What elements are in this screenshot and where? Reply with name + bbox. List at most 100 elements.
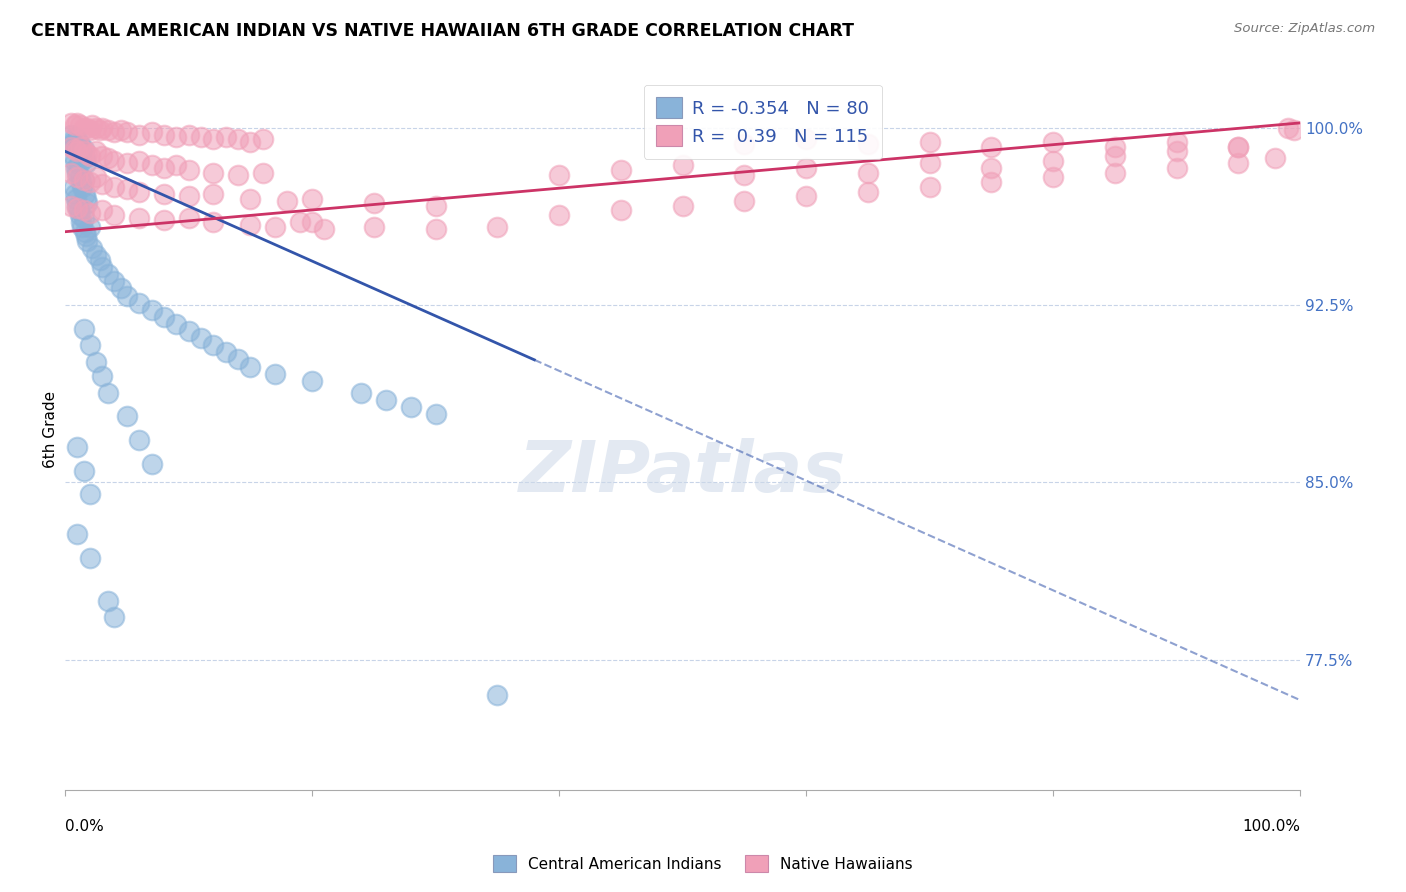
- Point: [91, 149, 114, 163]
- Text: 100.0%: 100.0%: [1241, 819, 1301, 834]
- Point: [115, 125, 138, 139]
- Point: [75, 192, 97, 206]
- Point: [103, 153, 125, 168]
- Point: [84, 248, 107, 262]
- Point: [69, 208, 91, 222]
- Point: [128, 128, 150, 142]
- Point: [128, 185, 150, 199]
- Point: [350, 385, 373, 400]
- Point: [72, 145, 94, 159]
- Point: [70, 175, 93, 189]
- Point: [980, 139, 1002, 153]
- Text: Source: ZipAtlas.com: Source: ZipAtlas.com: [1234, 22, 1375, 36]
- Point: [980, 175, 1002, 189]
- Point: [314, 222, 336, 236]
- Point: [72, 219, 94, 234]
- Point: [79, 206, 101, 220]
- Point: [141, 159, 163, 173]
- Point: [425, 222, 447, 236]
- Point: [1227, 156, 1250, 170]
- Point: [60, 116, 83, 130]
- Point: [66, 165, 89, 179]
- Point: [65, 192, 87, 206]
- Point: [66, 170, 89, 185]
- Point: [1104, 165, 1126, 179]
- Point: [153, 128, 176, 142]
- Point: [66, 116, 89, 130]
- Point: [202, 165, 225, 179]
- Point: [103, 179, 125, 194]
- Point: [76, 120, 98, 135]
- Point: [202, 338, 225, 352]
- Point: [79, 551, 101, 566]
- Point: [486, 689, 509, 703]
- Point: [72, 179, 94, 194]
- Point: [97, 593, 120, 607]
- Point: [1227, 139, 1250, 153]
- Point: [671, 199, 693, 213]
- Point: [794, 161, 817, 175]
- Point: [62, 135, 84, 149]
- Legend: Central American Indians, Native Hawaiians: Central American Indians, Native Hawaiia…: [485, 847, 921, 880]
- Point: [153, 213, 176, 227]
- Point: [214, 345, 236, 359]
- Point: [72, 211, 94, 225]
- Point: [82, 118, 104, 132]
- Point: [72, 203, 94, 218]
- Point: [264, 219, 287, 234]
- Point: [153, 310, 176, 324]
- Point: [276, 194, 298, 208]
- Point: [128, 295, 150, 310]
- Point: [73, 186, 96, 201]
- Point: [79, 175, 101, 189]
- Point: [1166, 135, 1188, 149]
- Point: [128, 211, 150, 225]
- Legend: R = -0.354   N = 80, R =  0.39   N = 115: R = -0.354 N = 80, R = 0.39 N = 115: [644, 85, 882, 159]
- Point: [301, 215, 323, 229]
- Point: [79, 123, 101, 137]
- Text: 0.0%: 0.0%: [65, 819, 104, 834]
- Point: [214, 130, 236, 145]
- Point: [177, 128, 200, 142]
- Point: [72, 172, 94, 186]
- Point: [91, 203, 114, 218]
- Point: [66, 145, 89, 159]
- Point: [733, 194, 755, 208]
- Point: [226, 168, 249, 182]
- Point: [66, 199, 89, 213]
- Point: [794, 132, 817, 146]
- Point: [733, 137, 755, 152]
- Point: [980, 161, 1002, 175]
- Point: [76, 196, 98, 211]
- Point: [301, 192, 323, 206]
- Point: [202, 215, 225, 229]
- Point: [918, 179, 941, 194]
- Point: [363, 196, 385, 211]
- Point: [165, 317, 187, 331]
- Point: [79, 338, 101, 352]
- Point: [110, 123, 132, 137]
- Point: [239, 218, 262, 232]
- Point: [63, 186, 86, 201]
- Point: [202, 132, 225, 146]
- Point: [115, 182, 138, 196]
- Point: [239, 192, 262, 206]
- Point: [66, 527, 89, 541]
- Point: [153, 186, 176, 201]
- Point: [190, 130, 212, 145]
- Point: [856, 137, 879, 152]
- Point: [70, 215, 93, 229]
- Point: [226, 352, 249, 367]
- Point: [91, 369, 114, 384]
- Point: [91, 120, 114, 135]
- Point: [103, 208, 125, 222]
- Point: [288, 215, 311, 229]
- Point: [128, 153, 150, 168]
- Point: [76, 146, 98, 161]
- Point: [177, 211, 200, 225]
- Point: [67, 142, 90, 156]
- Point: [794, 189, 817, 203]
- Point: [66, 132, 89, 146]
- Point: [1227, 139, 1250, 153]
- Point: [190, 331, 212, 345]
